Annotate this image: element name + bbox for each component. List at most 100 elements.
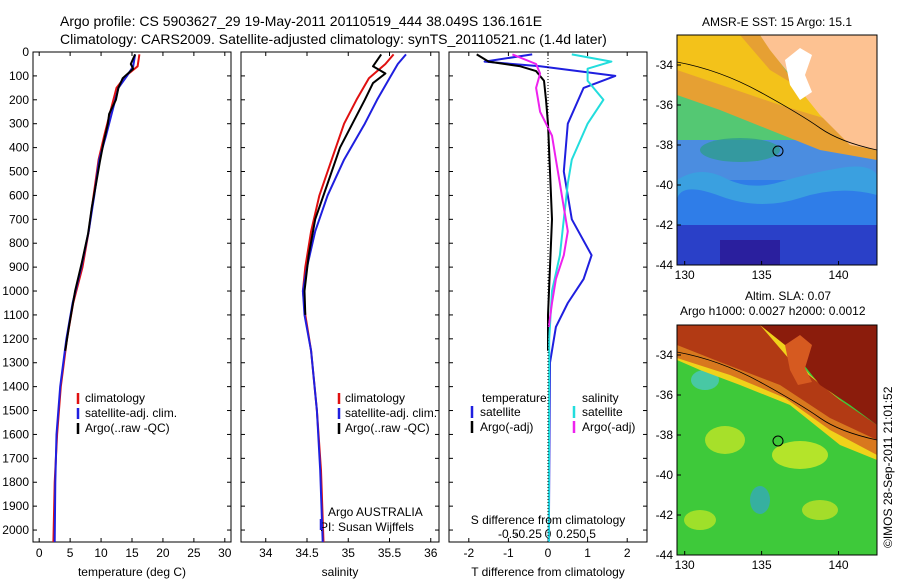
y-tick-label: 2000 — [2, 523, 29, 537]
x-tick-label: 25 — [187, 546, 201, 560]
sst-map-frame — [676, 34, 878, 266]
y-tick-label: 1500 — [2, 404, 29, 418]
series-line — [476, 53, 553, 351]
y-tick-label: -44 — [656, 258, 674, 272]
sla-map-image — [677, 325, 877, 555]
argo-position-marker — [772, 435, 784, 447]
y-tick-label: 1000 — [2, 284, 29, 298]
series-line — [301, 53, 395, 542]
x-tick-label: 140 — [829, 268, 849, 282]
legend-argo: Argo(..raw -QC) — [85, 421, 170, 435]
y-tick-label: -42 — [656, 508, 674, 522]
temperature-axis-ticks: 0100200300400500600700800900100011001200… — [2, 45, 232, 560]
y-tick-label: 400 — [9, 141, 29, 155]
x-tick-label: 30 — [218, 546, 232, 560]
temperature-xlabel: temperature (deg C) — [78, 565, 186, 579]
series-line — [64, 53, 137, 351]
series-line — [53, 54, 137, 542]
temperature-legend: climatology satellite-adj. clim. Argo(..… — [76, 391, 177, 435]
legend-s-satellite: satellite — [582, 405, 623, 419]
figure-subtitle: Climatology: CARS2009. Satellite-adjuste… — [60, 31, 607, 47]
legend-satellite-adj: satellite-adj. clim. — [85, 406, 177, 420]
x-tick-label: 34 — [259, 546, 273, 560]
y-tick-label: 200 — [9, 93, 29, 107]
x-tick-label: 0 — [545, 546, 552, 560]
argo-position-marker — [772, 145, 784, 157]
legend-s-argo: Argo(-adj) — [582, 420, 635, 434]
sla-map-title-line1: Altim. SLA: 0.07 — [745, 289, 831, 303]
x-tick-label: 36 — [424, 546, 438, 560]
legend-heading-salinity: salinity — [582, 391, 619, 405]
x-tick-label: 35.5 — [378, 546, 402, 560]
y-tick-label: 1300 — [2, 356, 29, 370]
y-tick-label: 1200 — [2, 332, 29, 346]
s-difference-xlabel: S difference from climatology — [471, 513, 626, 527]
y-tick-label: -36 — [656, 388, 674, 402]
x-tick-label: 130 — [675, 268, 695, 282]
sst-map-title: AMSR-E SST: 15 Argo: 15.1 — [702, 15, 852, 29]
y-tick-label: 300 — [9, 117, 29, 131]
x-tick-label: 5 — [67, 546, 74, 560]
salinity-legend: climatology satellite-adj. clim. Argo(..… — [337, 391, 437, 435]
y-tick-label: 1900 — [2, 499, 29, 513]
y-tick-label: -34 — [656, 348, 674, 362]
y-tick-label: 1700 — [2, 451, 29, 465]
t-difference-xlabel: T difference from climatology — [471, 565, 625, 579]
temperature-series — [52, 53, 141, 542]
y-tick-label: 1600 — [2, 427, 29, 441]
sla-map-frame — [676, 324, 878, 556]
series-line — [512, 53, 569, 328]
sla-map-ticks: 130 135 140 -34 -36 -38 -40 -42 -44 — [656, 348, 849, 572]
series-line — [303, 53, 387, 315]
legend-heading-temperature: temperature — [482, 391, 547, 405]
y-tick-label: -38 — [656, 138, 674, 152]
salinity-series — [301, 53, 407, 542]
sst-map-ticks: 130 135 140 -34 -36 -38 -40 -42 -44 — [656, 58, 849, 282]
x2-tick-label: 0.5 — [579, 527, 596, 541]
x-tick-label: -1 — [503, 546, 514, 560]
y-tick-label: 1800 — [2, 475, 29, 489]
difference-axis-ticks: -2 -1 0 1 2-0.5-0.25 0 0.25 0.5 — [449, 51, 647, 560]
y-tick-label: 100 — [9, 69, 29, 83]
series-line — [547, 53, 613, 542]
y-tick-label: -38 — [656, 428, 674, 442]
legend-argo: Argo(..raw -QC) — [345, 421, 430, 435]
y-tick-label: 700 — [9, 212, 29, 226]
y-tick-label: 900 — [9, 260, 29, 274]
x2-tick-label: -0.25 — [515, 527, 543, 541]
legend-t-satellite: satellite — [480, 405, 521, 419]
difference-legend: temperature salinity satellite Argo(-adj… — [470, 391, 635, 434]
y-tick-label: -36 — [656, 98, 674, 112]
x-tick-label: 15 — [125, 546, 139, 560]
difference-series — [476, 53, 617, 542]
x-tick-label: 1 — [584, 546, 591, 560]
y-tick-label: 800 — [9, 236, 29, 250]
sla-map-title-line2: Argo h1000: 0.0027 h2000: 0.0012 — [680, 304, 866, 318]
x-tick-label: -2 — [463, 546, 474, 560]
x2-tick-label: 0.25 — [556, 527, 580, 541]
salinity-axis-ticks: 34 34.5 35 35.5 36 — [241, 51, 439, 560]
temperature-panel-frame — [32, 51, 232, 543]
y-tick-label: -42 — [656, 218, 674, 232]
salinity-panel-frame — [240, 51, 440, 543]
imos-timestamp: ©IMOS 28-Sep-2011 21:01:52 — [881, 386, 895, 548]
y-tick-label: -40 — [656, 468, 674, 482]
x-tick-label: 130 — [675, 558, 695, 572]
y-tick-label: -44 — [656, 548, 674, 562]
x-tick-label: 35 — [342, 546, 356, 560]
x-tick-label: 135 — [752, 268, 772, 282]
float-owner-line1: Argo AUSTRALIA — [328, 505, 423, 519]
figure-title: Argo profile: CS 5903627_29 19-May-2011 … — [60, 13, 542, 29]
x-tick-label: 2 — [624, 546, 631, 560]
x2-tick-label: -0.5 — [498, 527, 519, 541]
x-tick-label: 10 — [94, 546, 108, 560]
legend-climatology: climatology — [85, 391, 145, 405]
legend-climatology: climatology — [345, 391, 405, 405]
salinity-xlabel: salinity — [322, 565, 359, 579]
x-tick-label: 34.5 — [295, 546, 319, 560]
y-tick-label: 600 — [9, 188, 29, 202]
series-line — [52, 54, 141, 542]
x-tick-label: 0 — [36, 546, 43, 560]
